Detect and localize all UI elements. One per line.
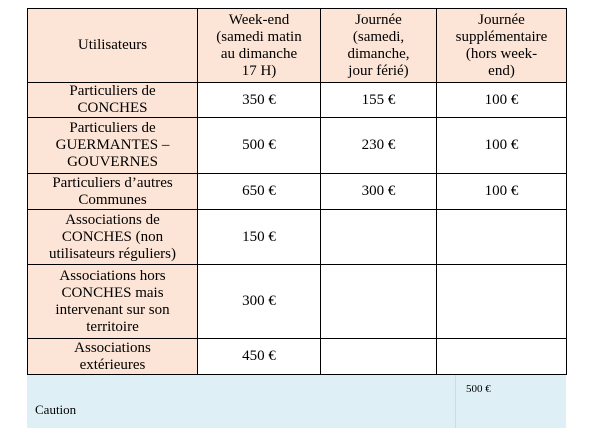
table-cell: 230 € <box>320 117 437 174</box>
cell-line: 100 € <box>484 183 519 199</box>
cell-line: (samedi, <box>352 28 405 45</box>
cell-line: supplémentaire <box>455 28 548 45</box>
table-cell: 100 € <box>436 117 567 174</box>
header-cell: Journée (samedi, dimanche, jour férié) <box>320 8 437 83</box>
cell-line: Associations de <box>65 211 160 228</box>
cell-line: Associations hors <box>59 267 166 284</box>
cell-line: dimanche, <box>347 45 410 62</box>
table-cell: 450 € <box>197 338 321 375</box>
cell-line: Particuliers de <box>69 83 156 99</box>
cell-line: (hors week- <box>465 45 538 62</box>
table-row: Associations hors CONCHES mais intervenant… <box>27 264 567 339</box>
table-cell: Associations extérieures <box>27 338 198 375</box>
cell-line: GUERMANTES – <box>55 137 170 153</box>
cell-line: Week-end <box>228 11 290 28</box>
cell-line: (samedi matin <box>216 28 302 45</box>
cell-line: extérieures <box>79 356 146 373</box>
table-cell: Particuliers de CONCHES <box>27 82 198 118</box>
cell-line: 230 € <box>361 137 396 153</box>
caution-label: Caution <box>35 402 77 417</box>
cell-line: jour férié) <box>348 62 409 79</box>
header-cell: Week-end (samedi matin au dimanche 17 H) <box>197 8 321 83</box>
cell-line: 300 € <box>361 183 396 199</box>
cell-line: Particuliers d’autres <box>52 174 173 191</box>
cell-line: 300 € <box>242 293 276 309</box>
table-cell: 300 € <box>320 173 437 210</box>
table-row: Particuliers d’autres Communes 650 € 300 € 1… <box>27 173 567 210</box>
cell-line: Journée <box>355 11 402 28</box>
cell-line: utilisateurs réguliers) <box>48 245 177 262</box>
cell-line: Particuliers de <box>69 120 156 136</box>
cell-line: 100 € <box>484 137 519 153</box>
cell-line: Associations <box>74 339 151 356</box>
table-cell: 500 € <box>197 117 321 174</box>
cell-line: GOUVERNES <box>67 154 158 170</box>
cell-line: intervenant sur son <box>55 301 170 318</box>
header-row: Utilisateurs Week-end (samedi matin au dima… <box>27 8 567 83</box>
table-row: Associations extérieures 450 € <box>27 338 567 375</box>
table-cell: 300 € <box>197 264 321 339</box>
table-cell: 150 € <box>197 209 321 265</box>
cell-line: 450 € <box>242 348 276 364</box>
cell-line: 650 € <box>242 183 276 199</box>
cell-line: CONCHES (non <box>61 228 164 245</box>
cell-line: 350 € <box>242 91 276 108</box>
table-cell: Associations de CONCHES (non utilisateurs … <box>27 209 198 265</box>
table-cell <box>436 209 567 265</box>
cell-line: CONCHES mais <box>61 284 164 301</box>
caution-row: Caution 500 € <box>27 375 566 428</box>
cell-line: 100 € <box>484 91 519 108</box>
table-row: Associations de CONCHES (non utilisateurs … <box>27 209 567 265</box>
cell-line: 17 H) <box>241 62 277 79</box>
table-cell: 350 € <box>197 82 321 118</box>
cell-line: end) <box>488 62 515 79</box>
tariff-table: Utilisateurs Week-end (samedi matin au dima… <box>27 8 567 375</box>
cell-line: Journée <box>478 11 525 28</box>
separator <box>455 375 456 428</box>
table-cell <box>436 264 567 339</box>
cell-line: au dimanche <box>220 45 298 62</box>
cell-line: Communes <box>78 191 147 208</box>
table-cell: Particuliers de GUERMANTES – GOUVERNES <box>27 117 198 174</box>
table-cell: 100 € <box>436 82 567 118</box>
cell-line: Utilisateurs <box>77 37 148 53</box>
cell-line: 150 € <box>242 228 276 245</box>
cell-line: CONCHES <box>77 100 148 116</box>
table-cell: 650 € <box>197 173 321 210</box>
table-row: Particuliers de GUERMANTES – GOUVERNES 500 … <box>27 117 567 174</box>
cell-line: territoire <box>86 318 139 335</box>
cell-line: 500 € <box>242 137 276 153</box>
table-cell <box>320 264 437 339</box>
table-cell: Associations hors CONCHES mais intervenant… <box>27 264 198 339</box>
header-cell: Utilisateurs <box>27 8 198 83</box>
table-row: Particuliers de CONCHES 350 € 155 € 100 € <box>27 82 567 118</box>
table-cell <box>320 209 437 265</box>
table-cell: 155 € <box>320 82 437 118</box>
table-cell <box>320 338 437 375</box>
table-cell: Particuliers d’autres Communes <box>27 173 198 210</box>
cell-line: 155 € <box>361 91 396 108</box>
caution-value: 500 € <box>466 383 491 395</box>
table-cell <box>436 338 567 375</box>
header-cell: Journée supplémentaire (hors week-end) <box>436 8 567 83</box>
table-cell: 100 € <box>436 173 567 210</box>
